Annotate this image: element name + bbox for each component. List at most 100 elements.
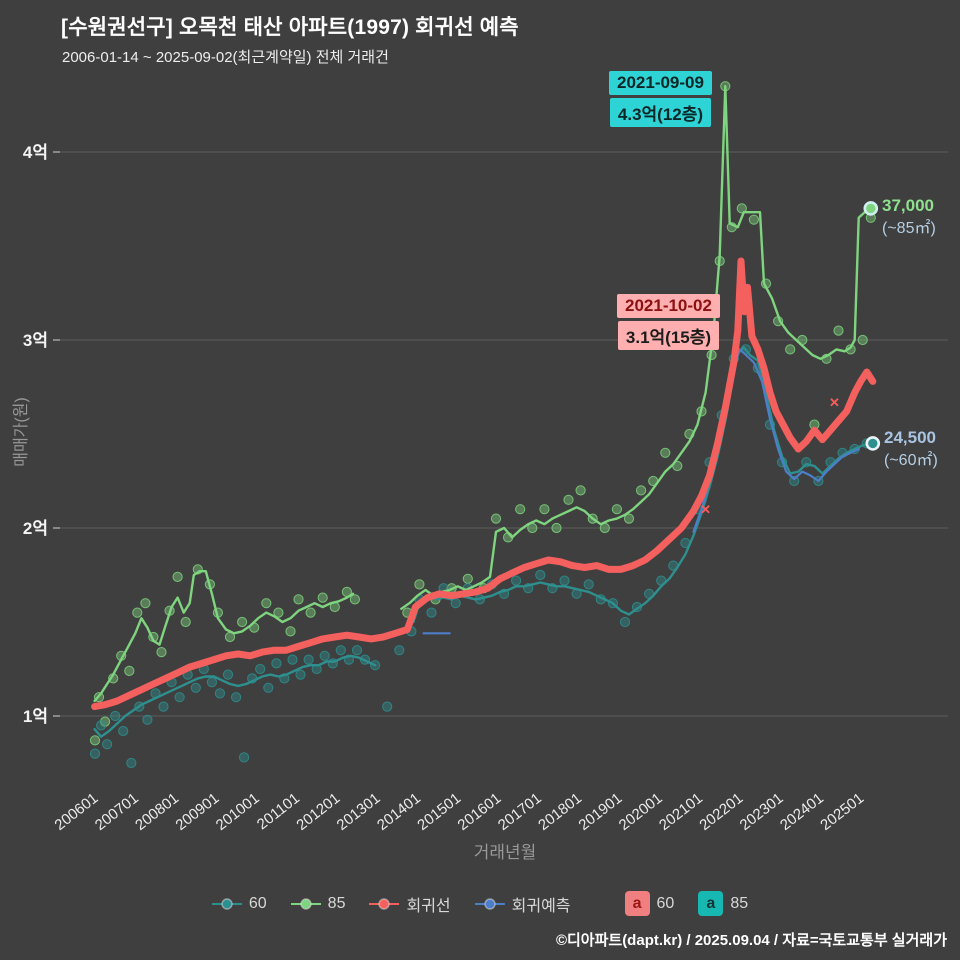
scatter-point-60 — [231, 692, 242, 703]
x-tick-label: 201301 — [334, 790, 384, 834]
scatter-point-60 — [118, 725, 129, 737]
scatter-point-60 — [619, 616, 631, 628]
legend-item-a60[interactable]: a 60 — [624, 891, 675, 916]
annotation-peak-value: 4.3억(12층) — [609, 98, 712, 127]
scatter-point-85 — [140, 598, 151, 609]
scatter-point-60 — [426, 607, 437, 618]
scatter-point-60 — [190, 682, 201, 693]
scatter-point-85 — [237, 616, 248, 628]
y-tick-label: 2억 — [23, 519, 48, 538]
x-tick-label: 202201 — [696, 790, 746, 834]
y-tick-label: 1억 — [23, 707, 48, 726]
scatter-point-85 — [611, 504, 623, 515]
legend-item-regression[interactable]: 회귀선 — [369, 892, 451, 916]
scatter-point-60 — [583, 579, 594, 590]
x-marker-icon: ✕ — [700, 502, 711, 517]
x-tick-label: 201501 — [414, 790, 464, 834]
y-tick-label: 4억 — [23, 143, 48, 162]
scatter-point-85 — [660, 447, 671, 458]
scatter-point-60 — [89, 748, 101, 759]
scatter-point-60 — [102, 739, 113, 750]
legend-line-dot-icon — [211, 897, 242, 910]
scatter-point-85 — [317, 592, 328, 603]
scatter-point-60 — [559, 575, 570, 586]
x-tick-label: 200801 — [132, 790, 182, 834]
scatter-point-85 — [156, 647, 167, 658]
series-line-60 — [93, 654, 377, 738]
end-label-60-unit: (~60㎡) — [884, 452, 938, 469]
legend-item-85-line[interactable]: 85 — [290, 894, 346, 913]
chart-subtitle: 2006-01-14 ~ 2025-09-02(최근계약일) 전체 거래건 — [62, 49, 389, 66]
scatter-point-85 — [490, 513, 502, 524]
scatter-point-85 — [285, 626, 296, 637]
x-tick-label: 201701 — [495, 790, 545, 834]
scatter-point-85 — [539, 504, 550, 515]
scatter-point-60 — [351, 645, 363, 656]
x-tick-label: 200901 — [172, 790, 222, 834]
scatter-point-60 — [510, 575, 522, 586]
x-axis-label: 거래년월 — [473, 843, 537, 862]
scatter-point-85 — [100, 716, 111, 727]
end-label-85-unit: (~85㎡) — [882, 220, 936, 237]
x-tick-label: 201601 — [455, 790, 505, 834]
scatter-point-60 — [535, 569, 546, 581]
legend-item-a85[interactable]: a 85 — [698, 891, 748, 916]
scatter-point-85 — [515, 504, 526, 515]
x-tick-label: 200701 — [92, 790, 142, 834]
end-label-60-value: 24,500 — [884, 428, 936, 447]
legend-swatch-icon: a — [624, 891, 650, 916]
x-tick-label: 202101 — [656, 790, 706, 834]
scatter-point-60 — [263, 682, 274, 693]
scatter-point-85 — [857, 334, 868, 346]
scatter-point-85 — [736, 203, 747, 214]
scatter-point-85 — [414, 579, 425, 590]
x-tick-label: 202501 — [817, 790, 867, 834]
plot-area[interactable]: 1억2억3억4억20060120070120080120090120100120… — [0, 0, 960, 880]
scatter-point-85 — [462, 573, 473, 584]
end-label-60: 24,500 (~60㎡) — [884, 426, 938, 472]
scatter-point-85 — [180, 616, 191, 628]
scatter-point-85 — [132, 607, 143, 618]
scatter-point-60 — [158, 701, 169, 712]
x-tick-label: 201201 — [293, 790, 343, 834]
x-tick-label: 201001 — [213, 790, 263, 834]
scatter-point-85 — [575, 485, 586, 496]
end-label-85-value: 37,000 — [882, 196, 934, 215]
annotation-mid-value: 3.1억(15층) — [617, 321, 720, 350]
scatter-point-85 — [172, 571, 183, 583]
scatter-point-85 — [349, 594, 360, 605]
scatter-point-85 — [563, 494, 574, 505]
legend-item-regression-forecast[interactable]: 회귀예측 — [474, 892, 571, 916]
scatter-point-85 — [273, 607, 284, 618]
x-tick-label: 201901 — [575, 790, 625, 834]
series-line-85 — [400, 84, 872, 610]
scatter-point-60 — [142, 714, 153, 725]
annotation-mid: 2021-10-02 3.1억(15층) — [617, 294, 720, 350]
legend-item-60-line[interactable]: 60 — [211, 895, 267, 913]
x-tick-label: 201801 — [535, 790, 585, 834]
scatter-point-60 — [295, 669, 306, 680]
scatter-point-60 — [335, 645, 346, 656]
legend-label: 회귀선 — [406, 897, 451, 915]
scatter-point-60 — [394, 645, 405, 656]
scatter-point-60 — [206, 677, 217, 688]
series-line-60 — [412, 346, 874, 624]
end-marker-dot — [863, 201, 879, 216]
scatter-point-85 — [261, 598, 272, 609]
scatter-point-85 — [623, 513, 635, 524]
y-tick-label: 3억 — [23, 331, 48, 350]
scatter-point-60 — [255, 663, 266, 675]
scatter-point-60 — [789, 475, 800, 487]
scatter-point-60 — [319, 650, 330, 661]
scatter-point-60 — [271, 658, 282, 669]
legend-swatch-icon: a — [698, 891, 724, 916]
legend-label: 85 — [327, 894, 346, 912]
legend-line-dot-icon — [290, 897, 321, 910]
scatter-point-60 — [96, 720, 107, 731]
legend-line-dot-icon — [369, 897, 400, 910]
scatter-point-85 — [89, 735, 101, 746]
credit-footer: ©디아파트(dapt.kr) / 2025.09.04 / 자료=국토교통부 실… — [555, 932, 947, 949]
legend-label: 60 — [656, 894, 675, 912]
scatter-point-60 — [239, 752, 250, 763]
